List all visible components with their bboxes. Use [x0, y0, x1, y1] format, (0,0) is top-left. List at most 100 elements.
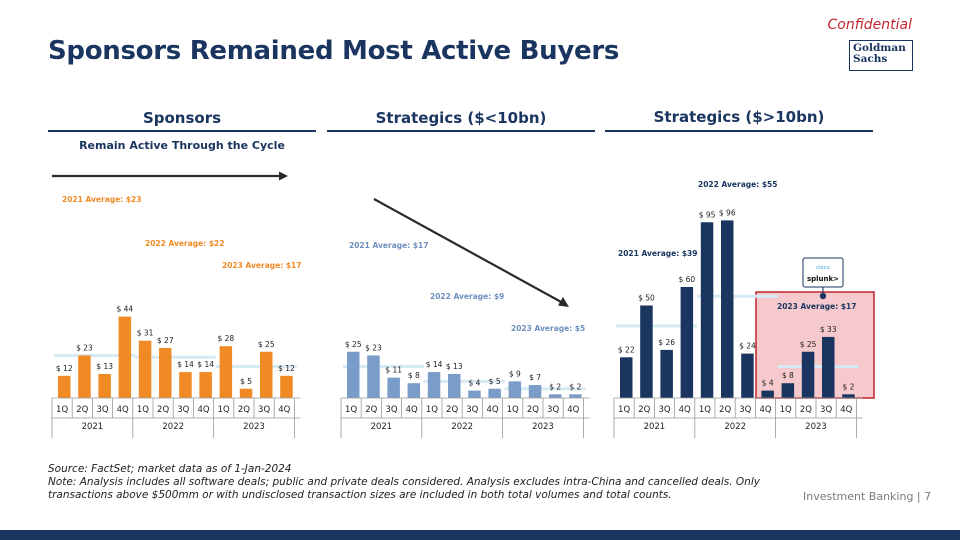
strategics-small-value-label: $ 8	[408, 371, 420, 380]
strategics-large-rule	[605, 130, 873, 132]
sponsors-tick-label: 3Q	[96, 405, 108, 415]
sponsors-bar-7	[179, 372, 192, 398]
strategics-small-tick-label: 3Q	[547, 405, 559, 415]
strategics-large-bar-11	[822, 336, 835, 398]
strategics-large-bar-10	[801, 351, 815, 398]
strategics-large-value-label: $ 96	[719, 208, 736, 217]
strategics-small-bar-8	[488, 388, 501, 398]
page-title: Sponsors Remained Most Active Buyers	[48, 36, 620, 66]
sponsors-tick-label: 4Q	[278, 405, 290, 415]
strategics-small-value-label: $ 23	[365, 343, 382, 352]
sponsors-value-label: $ 23	[76, 343, 93, 352]
strategics-small-tick-label: 1Q	[507, 405, 519, 415]
strategics-large-avg-label: 2023 Average: $17	[777, 302, 856, 311]
strategics-small-bar-5	[427, 372, 441, 398]
strategics-small-bar-12	[569, 394, 582, 398]
sponsors-value-label: $ 28	[217, 334, 234, 343]
sponsors-tick-label: 1Q	[218, 405, 230, 415]
splunk-logo-text: splunk>	[807, 275, 839, 283]
note-text: Note: Analysis includes all software dea…	[48, 476, 760, 501]
sponsors-value-label: $ 13	[96, 362, 113, 371]
strategics-small-heading: Strategics ($<10bn)	[375, 109, 547, 127]
strategics-large-bar-6	[721, 220, 734, 398]
strategics-large-heading: Strategics ($>10bn)	[653, 108, 825, 126]
strategics-large-tick-label: 4Q	[679, 405, 691, 415]
strategics-large-bar-1	[620, 357, 633, 398]
strategics-small-bar-4	[407, 383, 421, 398]
strategics-small-value-label: $ 2	[549, 382, 561, 391]
strategics-small-rule	[327, 130, 595, 132]
sponsors-value-label: $ 5	[240, 377, 252, 386]
sponsors-bar-12	[280, 375, 293, 398]
strategics-large-tick-label: 2Q	[719, 405, 731, 415]
strategics-large-tick-label: 3Q	[658, 405, 670, 415]
strategics-small-value-label: $ 25	[345, 340, 362, 349]
strategics-large-avg-label: 2021 Average: $39	[618, 249, 697, 258]
strategics-small-year-label: 2022	[451, 422, 473, 432]
highlight-box-2023	[755, 291, 875, 399]
strategics-large-avg-label: 2022 Average: $55	[698, 180, 777, 189]
sponsors-bar-9	[219, 346, 233, 398]
strategics-small-tick-label: 1Q	[345, 405, 357, 415]
bottom-bar	[0, 530, 960, 540]
strategics-large-tick-label: 2Q	[800, 405, 812, 415]
footer-label: Investment Banking | 7	[803, 490, 932, 503]
sponsors-avg-label: 2023 Average: $17	[222, 261, 301, 270]
strategics-large-tick-label: 1Q	[699, 405, 711, 415]
sponsors-value-label: $ 25	[258, 340, 275, 349]
strategics-large-value-label: $ 50	[638, 294, 655, 303]
sponsors-bar-4	[118, 316, 132, 398]
strategics-large-tick-label: 1Q	[780, 405, 792, 415]
sponsors-avg-label: 2022 Average: $22	[145, 239, 224, 248]
strategics-large-value-label: $ 24	[739, 342, 756, 351]
strategics-large-value-label: $ 95	[699, 210, 716, 219]
strategics-small-value-label: $ 9	[509, 369, 521, 378]
strategics-large-tick-label: 4Q	[840, 405, 852, 415]
strategics-small-bar-11	[549, 394, 562, 398]
strategics-small-year-label: 2023	[532, 422, 554, 432]
sponsors-year-label: 2023	[243, 422, 265, 432]
strategics-small-tick-label: 2Q	[365, 405, 377, 415]
strategics-small-tick-label: 4Q	[567, 405, 579, 415]
sponsors-bar-2	[78, 355, 91, 398]
strategics-large-tick-label: 1Q	[618, 405, 630, 415]
down-trend-arrowhead	[558, 297, 569, 307]
strategics-small-tick-label: 2Q	[446, 405, 458, 415]
sponsors-year-label: 2021	[82, 422, 104, 432]
sponsors-value-label: $ 14	[197, 360, 214, 369]
strategics-small-avg-label: 2021 Average: $17	[349, 241, 428, 250]
strategics-large-year-label: 2021	[644, 422, 666, 432]
strategics-large-tick-label: 3Q	[739, 405, 751, 415]
sponsors-tick-label: 4Q	[117, 405, 129, 415]
charts-canvas: $ 12$ 23$ 13$ 44$ 31$ 27$ 14 $ 14$ 28$ 5$…	[51, 171, 875, 438]
footnote: Source: FactSet; market data as of 1-Jan…	[48, 463, 768, 502]
sponsors-heading: Sponsors	[142, 109, 222, 127]
sponsors-tick-label: 3Q	[177, 405, 189, 415]
sponsors-subtitle: Remain Active Through the Cycle	[79, 139, 285, 152]
strategics-small-bar-1	[347, 351, 360, 398]
strategics-small-bar-2	[367, 355, 380, 398]
strategics-small-value-label: $ 11	[385, 366, 402, 375]
sponsors-avg-label: 2021 Average: $23	[62, 195, 141, 204]
sponsors-bar-6	[159, 348, 172, 398]
strategics-small-value-label: $ 14	[426, 360, 443, 369]
sponsors-tick-label: 1Q	[56, 405, 68, 415]
goldman-sachs-logo: Goldman Sachs	[849, 40, 913, 71]
sponsors-bar-1	[58, 375, 71, 398]
strategics-small-bar-7	[468, 390, 481, 398]
strategics-large-year-label: 2022	[724, 422, 746, 432]
strategics-large-tick-label: 3Q	[820, 405, 832, 415]
strategics-small-value-label: $ 7	[529, 373, 541, 382]
strategics-small-value-label: $ 13	[446, 362, 463, 371]
sponsors-tick-label: 3Q	[258, 405, 270, 415]
callout-dot	[819, 292, 827, 300]
strategics-small-bar-9	[508, 381, 522, 398]
strategics-small-bar-3	[387, 377, 400, 398]
strategics-large-value-label: $ 2	[842, 382, 854, 391]
sponsors-value-label: $ 44	[116, 305, 133, 314]
sponsors-bar-3	[98, 373, 111, 398]
strategics-large-bar-5	[700, 222, 714, 398]
strategics-small-tick-label: 3Q	[385, 405, 397, 415]
strategics-small-bar-10	[528, 385, 542, 398]
strategics-small-tick-label: 2Q	[527, 405, 539, 415]
